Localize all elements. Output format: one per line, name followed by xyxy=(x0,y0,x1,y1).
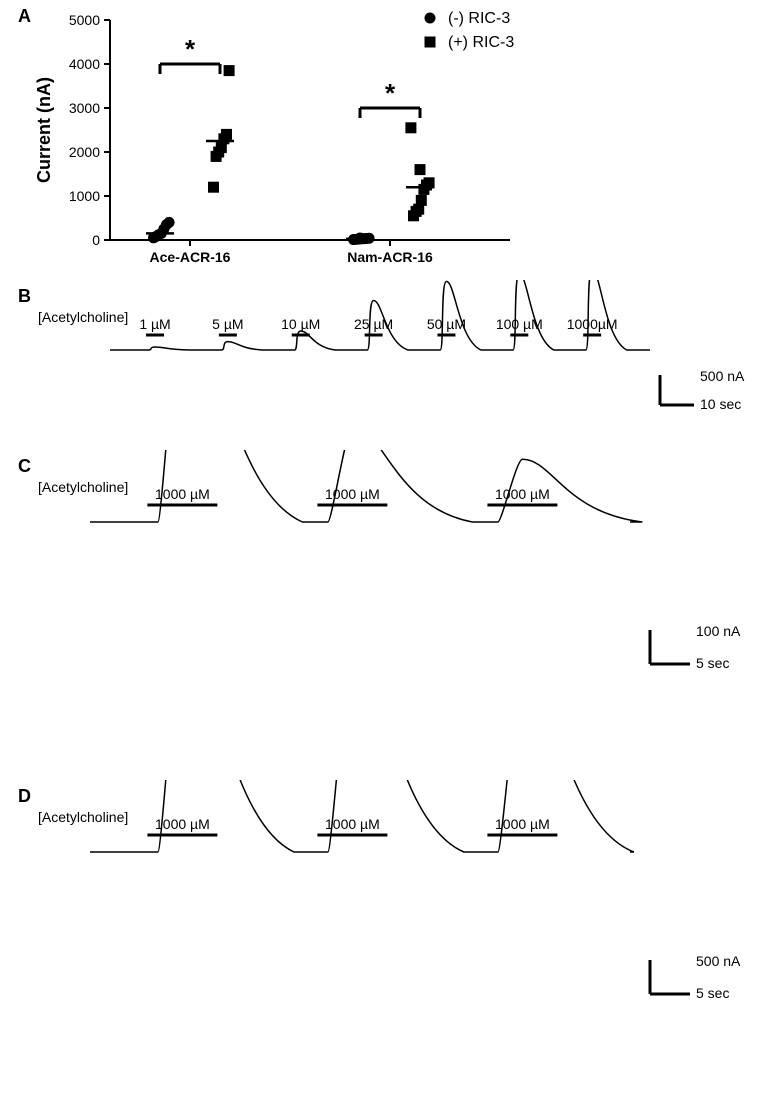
panel-a-label: A xyxy=(18,6,31,26)
legend-item: (+) RIC-3 xyxy=(448,34,514,51)
concentration-label: 1000 µM xyxy=(325,486,380,502)
panel-label: B xyxy=(18,286,31,306)
scalebar-y: 500 nA xyxy=(696,953,741,969)
concentration-label: 25 µM xyxy=(354,316,393,332)
y-tick: 2000 xyxy=(69,144,100,160)
concentration-label: 1000 µM xyxy=(495,486,550,502)
y-tick: 3000 xyxy=(69,100,100,116)
y-axis-title: Current (nA) xyxy=(34,77,54,183)
legend-item: (-) RIC-3 xyxy=(448,10,510,27)
trace-header: [Acetylcholine] xyxy=(38,309,128,325)
concentration-label: 1000 µM xyxy=(155,486,210,502)
y-tick: 4000 xyxy=(69,56,100,72)
trace-header: [Acetylcholine] xyxy=(38,809,128,825)
scalebar-y: 100 nA xyxy=(696,623,741,639)
scalebar-x: 5 sec xyxy=(696,655,729,671)
concentration-label: 5 µM xyxy=(212,316,243,332)
concentration-label: 10 µM xyxy=(281,316,320,332)
panel-b-trace: B[Acetylcholine]1 µM5 µM10 µM25 µM50 µM1… xyxy=(0,280,770,450)
concentration-label: 1 µM xyxy=(139,316,170,332)
panel-d-trace: D[Acetylcholine]1000 µM1000 µM1000 µM500… xyxy=(0,780,770,1110)
concentration-label: 1000 µM xyxy=(155,816,210,832)
y-tick: 5000 xyxy=(69,12,100,28)
x-tick: Ace-ACR-16 xyxy=(150,249,231,265)
y-tick: 0 xyxy=(92,232,100,248)
panel-a-chart: A 0 1000 2000 3000 4000 5000 Current (nA) Ace-AC… xyxy=(0,0,770,280)
x-tick: Nam-ACR-16 xyxy=(347,249,433,265)
significance-star: * xyxy=(185,34,196,64)
scalebar-y: 500 nA xyxy=(700,368,745,384)
significance-star: * xyxy=(385,78,396,108)
panel-c-trace: C [Acetylcholine] 1000 µM 1000 µM 1000 µM 100… xyxy=(0,450,770,780)
scalebar-x: 10 sec xyxy=(700,396,741,412)
panel-label: C xyxy=(18,456,31,476)
current-trace xyxy=(110,280,650,350)
y-tick: 1000 xyxy=(69,188,100,204)
scalebar-x: 5 sec xyxy=(696,985,729,1001)
panel-label: D xyxy=(18,786,31,806)
trace-header: [Acetylcholine] xyxy=(38,479,128,495)
figure: A 0 1000 2000 3000 4000 5000 Current (nA) Ace-AC… xyxy=(0,0,770,1110)
